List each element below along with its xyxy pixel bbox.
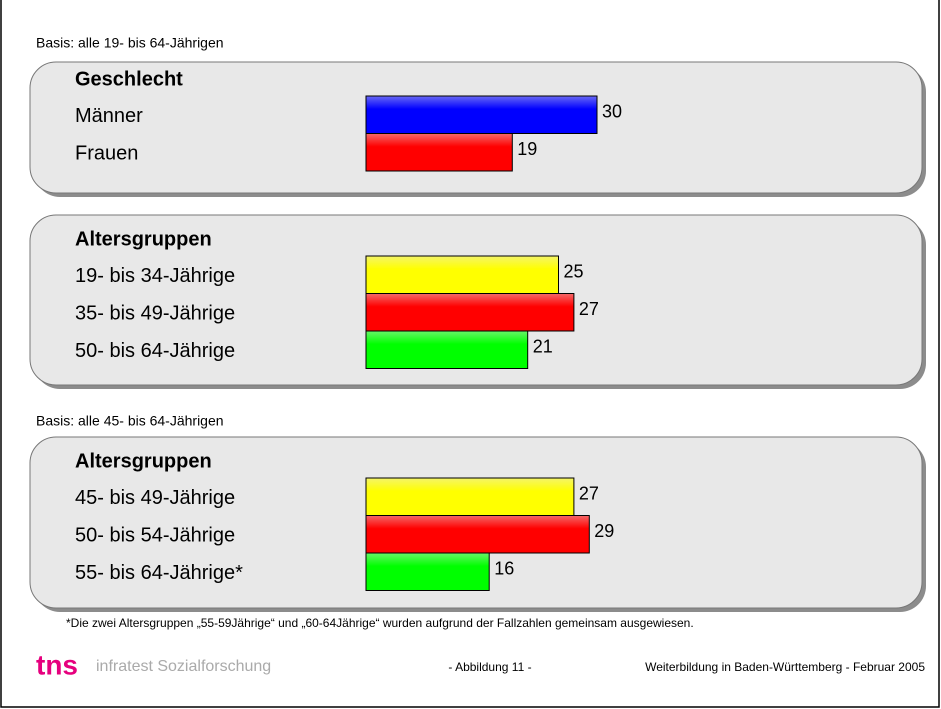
bar <box>365 515 590 554</box>
figure-number: - Abbildung 11 - <box>448 660 531 674</box>
panel-title: Altersgruppen <box>75 228 212 250</box>
logo-brand: tns <box>36 649 78 680</box>
category-label: 50- bis 54-Jährige <box>75 525 235 547</box>
value-label: 16 <box>494 559 514 579</box>
value-label: 19 <box>517 139 537 159</box>
category-label: 35- bis 49-Jährige <box>75 303 235 325</box>
panel-title: Geschlecht <box>75 68 183 90</box>
bar <box>365 95 598 134</box>
bar <box>365 330 529 369</box>
value-label: 29 <box>594 521 614 541</box>
value-label: 30 <box>602 102 622 122</box>
value-label: 27 <box>579 299 599 319</box>
value-label: 27 <box>579 484 599 504</box>
basis-label: Basis: alle 45- bis 64-Jährigen <box>36 413 224 429</box>
category-label: 45- bis 49-Jährige <box>75 487 235 509</box>
bar <box>365 477 575 516</box>
bar <box>365 255 559 294</box>
category-label: 19- bis 34-Jährige <box>75 265 235 287</box>
category-label: Frauen <box>75 143 138 165</box>
bar <box>365 552 490 591</box>
source: Weiterbildung in Baden-Württemberg - Feb… <box>645 660 925 674</box>
bar <box>365 133 513 172</box>
value-label: 21 <box>533 337 553 357</box>
basis-label: Basis: alle 19- bis 64-Jährigen <box>36 35 224 51</box>
footnote: *Die zwei Altersgruppen „55-59Jährige“ u… <box>66 616 694 630</box>
logo-name: infratest Sozialforschung <box>96 658 271 675</box>
category-label: 55- bis 64-Jährige* <box>75 562 243 584</box>
bar <box>365 293 575 332</box>
value-label: 25 <box>564 262 584 282</box>
panel-title: Altersgruppen <box>75 450 212 472</box>
category-label: 50- bis 64-Jährige <box>75 340 235 362</box>
category-label: Männer <box>75 105 143 127</box>
